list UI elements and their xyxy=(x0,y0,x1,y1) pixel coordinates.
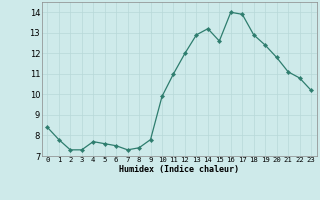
X-axis label: Humidex (Indice chaleur): Humidex (Indice chaleur) xyxy=(119,165,239,174)
